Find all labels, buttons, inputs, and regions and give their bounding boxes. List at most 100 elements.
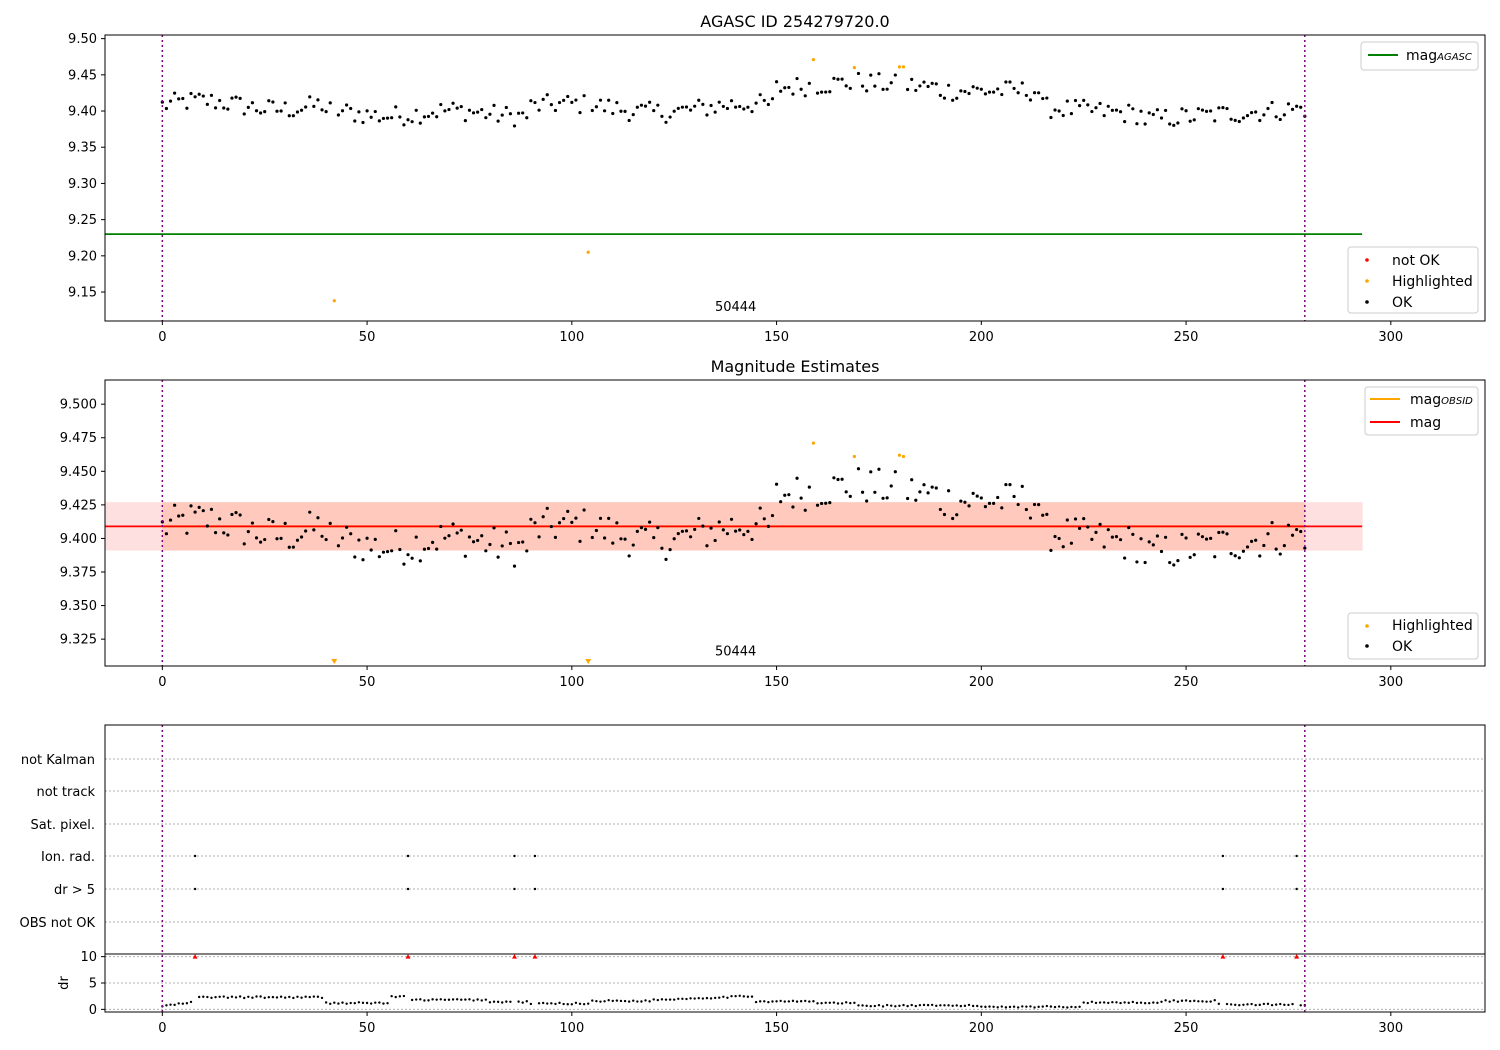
dr-point (881, 1005, 885, 1008)
dr-point (1016, 1006, 1020, 1009)
data-point-ok (975, 494, 979, 498)
dr-point (1037, 1005, 1040, 1009)
data-point-ok (619, 109, 623, 113)
dr-point (664, 998, 668, 1001)
dr-point (259, 995, 262, 998)
data-point-ok (656, 525, 660, 530)
dr-point (300, 996, 303, 999)
dr-point (443, 998, 447, 1002)
data-point-ok (807, 485, 811, 489)
data-point-ok (1299, 105, 1303, 109)
dr-point (1279, 1002, 1282, 1006)
data-point-ok (1303, 546, 1307, 550)
legend-marker-not-ok (1365, 258, 1369, 262)
data-point-ok (353, 119, 357, 123)
dr-point (697, 996, 700, 1000)
data-point-ok (365, 536, 369, 540)
dr-point (1184, 999, 1188, 1002)
data-point-ok (693, 104, 697, 108)
data-point-ok (1270, 100, 1274, 105)
flags-plot-area: not Kalman not track Sat. pixel. Ion. rad. d… (20, 753, 1485, 931)
dr-point (906, 1004, 909, 1008)
dr-point (451, 998, 455, 1001)
dr-point (816, 1002, 819, 1005)
data-point-ok (181, 513, 185, 517)
data-point-ok (177, 97, 181, 101)
data-point-ok (271, 520, 275, 524)
data-point-ok (856, 467, 861, 471)
dr-point (382, 1002, 385, 1005)
data-point-ok (1045, 96, 1049, 100)
dr-point (709, 997, 713, 1000)
dr-point (1086, 1001, 1089, 1005)
data-point-ok (1082, 517, 1086, 521)
data-point-ok (996, 495, 1000, 500)
data-point-ok (1270, 521, 1274, 525)
dr-point (713, 996, 717, 1000)
data-point-ok (1237, 556, 1241, 560)
dr-point (947, 1004, 950, 1007)
dr-point (1139, 1001, 1143, 1004)
dr-point (1025, 1005, 1028, 1008)
data-point-ok (1241, 116, 1245, 120)
dr-point (251, 996, 254, 999)
dr-point (836, 1002, 840, 1005)
data-point-ok (189, 504, 193, 508)
data-point-ok (373, 537, 377, 542)
data-point-ok (885, 87, 889, 91)
data-point-ok (742, 533, 746, 537)
dr-point (1008, 1005, 1012, 1009)
data-point-ok (361, 558, 365, 562)
dr-point (525, 1000, 528, 1003)
data-point-ok (467, 535, 472, 539)
data-point-ok (369, 548, 373, 552)
dr-point (1012, 1005, 1016, 1008)
data-point-ok (1274, 115, 1278, 119)
data-point-ok (1049, 115, 1053, 120)
data-point-ok (1069, 111, 1074, 116)
data-point-ok (308, 95, 312, 99)
data-point-ok (992, 90, 996, 94)
data-point-highlighted (811, 58, 816, 62)
data-point-ok (607, 516, 611, 521)
data-point-ok (541, 97, 545, 101)
x-tick-label: 50 (359, 330, 376, 345)
data-point-ok (1159, 549, 1164, 554)
data-point-ok (537, 108, 541, 112)
data-point-ok (828, 90, 832, 94)
dr-point (267, 996, 270, 999)
data-point-highlighted (586, 250, 590, 254)
data-point-ok (983, 92, 988, 96)
data-point-ok (500, 113, 504, 117)
data-point-ok (1073, 98, 1078, 103)
data-point-ok (1143, 560, 1147, 565)
data-point-ok (729, 517, 734, 521)
data-point-ok (701, 102, 705, 107)
estimates-plot-area: 0 50 100 150 200 250 300 9.325 9.350 9.375 9.400 9.… (60, 379, 1486, 690)
data-point-ok (1118, 110, 1123, 114)
data-point-ok (222, 531, 226, 535)
dr-point (869, 1004, 872, 1008)
data-point-ok (1020, 81, 1024, 85)
axes-frame (104, 379, 1486, 667)
dr-point (865, 1004, 868, 1008)
agasc-legend-top: magAGASC (1360, 41, 1479, 71)
dr-point (742, 995, 746, 998)
data-point-ok (774, 80, 779, 84)
data-point-ok (840, 77, 844, 81)
data-point-ok (951, 98, 955, 102)
data-point-ok (1037, 503, 1041, 507)
data-point-ok (832, 76, 836, 80)
dr-point (578, 1002, 582, 1005)
data-point-ok (414, 108, 418, 112)
data-point-ok (701, 524, 705, 528)
legend-box (1347, 612, 1479, 660)
y-tick-label: 9.30 (68, 177, 97, 192)
dr-point (632, 999, 635, 1002)
data-point-ok (189, 91, 193, 96)
data-point-ok (594, 528, 598, 533)
data-point-ok (582, 94, 586, 98)
data-point-ok (541, 515, 545, 519)
data-point-ok (562, 98, 566, 102)
data-point-ok (758, 93, 762, 97)
